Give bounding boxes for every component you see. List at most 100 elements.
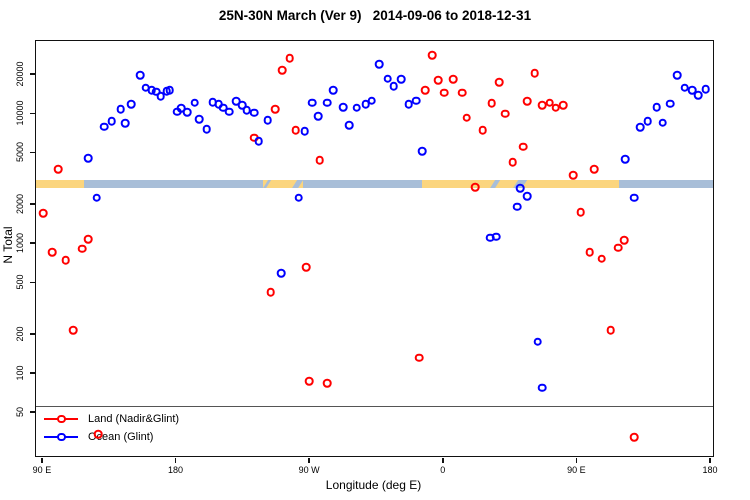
data-point-ocean [263, 115, 272, 125]
legend-item-land: Land (Nadir&Glint) [44, 411, 179, 427]
data-point-land [500, 109, 510, 119]
data-point-land [439, 88, 449, 98]
data-point-land [278, 66, 287, 75]
legend-label-ocean: Ocean (Glint) [88, 431, 154, 443]
data-point-ocean [621, 155, 630, 164]
data-point-land [457, 88, 467, 98]
data-point-ocean [190, 98, 200, 108]
y-tick-mark [29, 411, 35, 413]
y-tick-mark [29, 73, 35, 75]
band-segment-land [262, 180, 303, 189]
ocean-marker-swatch [44, 432, 78, 442]
data-point-ocean [352, 103, 361, 113]
data-point-land [48, 247, 57, 257]
data-point-ocean [701, 85, 710, 94]
data-point-land [285, 54, 295, 63]
data-point-ocean [643, 116, 652, 126]
data-point-ocean [512, 202, 522, 212]
data-point-ocean [99, 122, 109, 132]
x-tick-mark [308, 457, 310, 463]
x-tick-label: 90 W [298, 465, 320, 475]
data-point-ocean [630, 193, 639, 202]
data-point-land [523, 96, 532, 106]
data-point-land [558, 101, 568, 110]
band-segment-ocean [618, 180, 713, 189]
data-point-ocean [183, 107, 192, 117]
ocean-circle-icon [57, 432, 66, 442]
y-tick-label: 100 [15, 365, 25, 381]
x-tick-label: 180 [702, 465, 718, 475]
data-point-land [487, 99, 497, 108]
data-point-land [428, 50, 437, 60]
y-tick-label: 500 [15, 274, 25, 290]
y-tick-mark [29, 333, 35, 335]
data-point-ocean [322, 98, 332, 107]
data-point-ocean [107, 116, 116, 126]
data-point-land [301, 262, 311, 272]
data-point-land [39, 208, 48, 218]
land-marker-swatch [44, 414, 78, 424]
legend-item-ocean: Ocean (Glint) [44, 429, 153, 445]
data-point-ocean [276, 269, 286, 278]
data-point-ocean [126, 100, 136, 109]
y-tick-label: 10000 [15, 100, 25, 126]
data-point-ocean [687, 86, 697, 95]
data-point-ocean [523, 191, 532, 201]
y-tick-label: 1000 [15, 233, 25, 254]
x-tick-label: 90 E [567, 465, 586, 475]
data-point-ocean [404, 100, 413, 109]
data-point-ocean [307, 98, 317, 108]
data-point-land [494, 77, 504, 87]
data-point-ocean [537, 383, 547, 393]
data-point-ocean [491, 232, 501, 242]
data-point-ocean [658, 118, 667, 128]
x-tick-mark [575, 457, 578, 463]
x-tick-mark [442, 457, 444, 463]
data-point-land [462, 113, 471, 123]
data-point-ocean [533, 337, 543, 347]
data-point-land [53, 165, 63, 174]
data-point-ocean [202, 125, 212, 134]
data-point-land [545, 98, 554, 108]
y-axis-label: N Total [1, 226, 15, 264]
data-point-land [478, 125, 488, 135]
data-point-ocean [374, 60, 384, 69]
data-point-land [576, 207, 586, 217]
band-segment-ocean [84, 180, 263, 189]
data-point-ocean [328, 85, 338, 95]
data-point-ocean [417, 146, 427, 156]
y-tick-label: 5000 [15, 142, 25, 163]
y-tick-mark [29, 112, 35, 115]
chart-title: 25N-30N March (Ver 9) 2014-09-06 to 2018… [218, 8, 532, 23]
x-tick-label: 0 [440, 465, 446, 475]
x-tick-mark [41, 457, 43, 463]
y-tick-mark [29, 372, 35, 374]
data-point-land [613, 243, 623, 252]
data-point-ocean [396, 75, 406, 84]
data-point-land [83, 235, 93, 244]
x-axis-label: Longitude (deg E) [325, 478, 422, 492]
x-tick-mark [174, 457, 177, 463]
data-point-ocean [135, 71, 145, 80]
data-point-ocean [339, 103, 348, 112]
data-point-ocean [294, 193, 304, 202]
data-point-ocean [389, 81, 399, 91]
data-point-land [530, 69, 540, 78]
data-point-land [77, 244, 87, 254]
data-point-ocean [224, 107, 234, 117]
y-tick-mark [29, 151, 35, 154]
y-tick-label: 200 [15, 326, 25, 342]
data-point-ocean [665, 99, 675, 109]
data-point-land [569, 171, 578, 180]
data-point-land [94, 429, 103, 439]
data-point-land [597, 254, 606, 264]
data-point-land [420, 86, 430, 95]
data-point-ocean [652, 103, 661, 112]
y-tick-mark [29, 281, 35, 284]
band-segment-land [36, 180, 85, 189]
data-point-ocean [238, 100, 247, 110]
data-point-ocean [249, 108, 259, 118]
y-tick-mark [29, 203, 35, 205]
y-tick-label: 50 [15, 407, 25, 418]
